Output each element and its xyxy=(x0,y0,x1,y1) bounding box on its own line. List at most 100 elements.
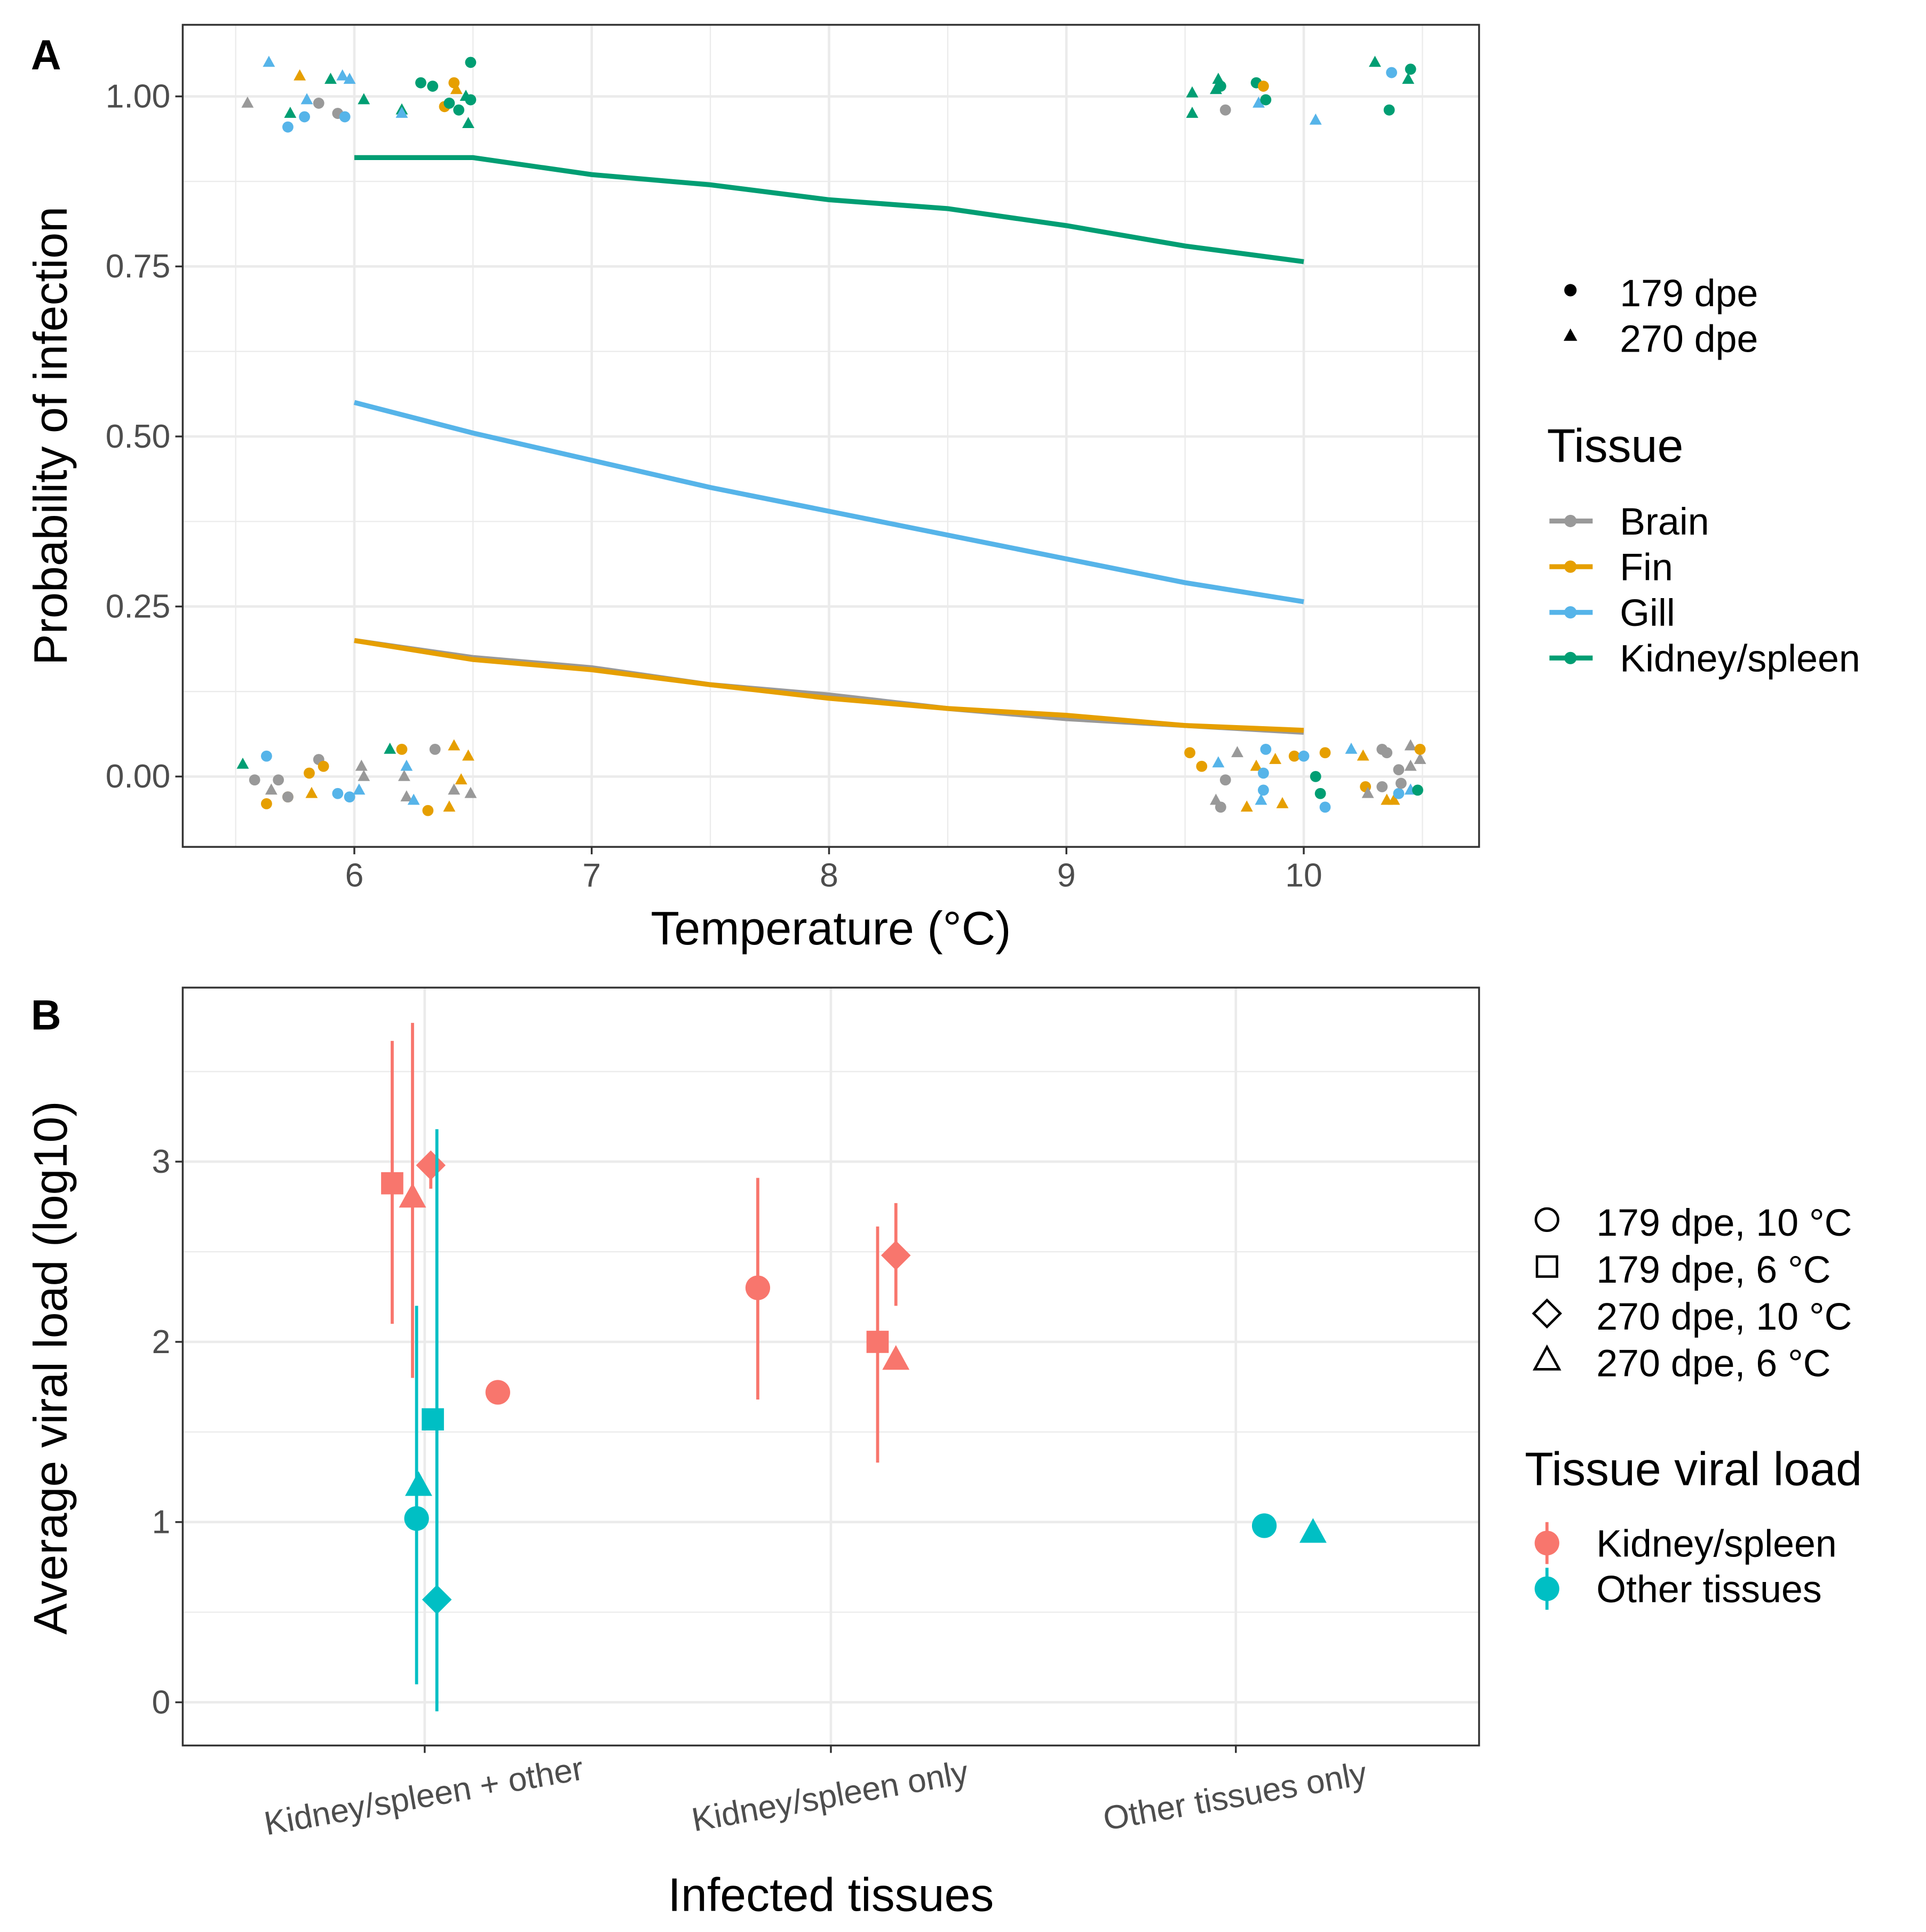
data-point xyxy=(1368,55,1381,67)
legend-key-point xyxy=(1564,651,1577,664)
data-point xyxy=(1250,759,1263,771)
data-point xyxy=(400,759,413,771)
data-point xyxy=(1383,104,1395,116)
data-point xyxy=(282,791,294,803)
data-point xyxy=(1288,750,1300,762)
data-point xyxy=(336,69,349,81)
data-point-circle xyxy=(1251,1513,1277,1538)
data-point xyxy=(249,774,260,786)
data-point xyxy=(465,94,477,106)
data-point xyxy=(1412,784,1423,796)
data-point xyxy=(443,98,455,109)
data-point xyxy=(1345,742,1358,754)
y-tick-label: 1 xyxy=(152,1504,171,1541)
data-point xyxy=(429,743,441,755)
data-point xyxy=(1260,94,1272,106)
panel-label-b: B xyxy=(31,992,61,1039)
legend-key-triangle xyxy=(1532,1344,1562,1371)
data-point xyxy=(400,790,413,801)
data-point xyxy=(343,73,356,84)
data-point xyxy=(464,786,477,798)
data-point xyxy=(1388,793,1400,805)
data-point xyxy=(1257,81,1269,92)
legend-label: 270 dpe xyxy=(1620,318,1758,361)
legend-key-point xyxy=(1534,1576,1559,1601)
legend-key-diamond xyxy=(1532,1298,1563,1329)
data-point-circle xyxy=(485,1380,510,1405)
data-point xyxy=(355,759,368,771)
data-point xyxy=(1393,788,1405,799)
series-line-kidney-spleen xyxy=(354,155,1304,265)
data-point xyxy=(260,798,272,809)
data-point xyxy=(1381,747,1393,759)
data-point xyxy=(1257,767,1269,779)
y-tick-label: 0.25 xyxy=(106,588,171,625)
legend-label: Kidney/spleen xyxy=(1620,638,1860,680)
data-point xyxy=(236,757,249,769)
legend-label: Kidney/spleen xyxy=(1596,1522,1836,1565)
data-point xyxy=(241,96,254,108)
data-point xyxy=(324,73,337,84)
y-tick-label: 0.00 xyxy=(106,758,171,795)
data-point xyxy=(339,111,351,123)
legend-key-point xyxy=(1564,560,1577,573)
data-point xyxy=(1269,753,1282,764)
data-point xyxy=(1231,746,1243,758)
data-point xyxy=(1405,63,1416,75)
legend-label: 179 dpe, 6 °C xyxy=(1596,1249,1830,1291)
legend-label: 179 dpe xyxy=(1620,272,1758,315)
data-point xyxy=(453,104,465,116)
data-point-triangle xyxy=(1299,1518,1327,1543)
panel-a-y-label: Probability of infection xyxy=(24,206,77,665)
data-point-circle xyxy=(745,1275,771,1300)
data-point xyxy=(396,743,408,755)
panel-a-x-label: Temperature (°C) xyxy=(651,902,1011,955)
data-point xyxy=(462,117,474,128)
data-point xyxy=(1186,107,1199,118)
data-point xyxy=(462,749,474,761)
data-point xyxy=(1402,73,1415,84)
legend-key-triangle xyxy=(1563,328,1578,341)
data-point xyxy=(1219,774,1231,786)
data-point xyxy=(1219,104,1231,116)
data-point xyxy=(1404,759,1417,771)
data-point xyxy=(1309,113,1322,125)
data-point xyxy=(313,98,324,109)
data-point xyxy=(358,93,370,105)
data-point xyxy=(448,739,461,751)
series-line-gill xyxy=(353,400,1304,605)
legend-key-circle xyxy=(1534,1207,1559,1233)
data-point xyxy=(1255,793,1267,805)
legend-key-square xyxy=(1535,1255,1558,1278)
legend-label: Fin xyxy=(1620,546,1673,589)
y-tick-label: 2 xyxy=(152,1323,171,1361)
data-point xyxy=(284,107,297,118)
data-point xyxy=(455,773,467,785)
data-point xyxy=(1276,797,1289,808)
data-point xyxy=(1386,67,1397,78)
data-point xyxy=(1357,749,1369,761)
legend-title: Tissue viral load xyxy=(1525,1442,1862,1495)
y-tick-label: 0 xyxy=(152,1683,171,1721)
data-point xyxy=(1257,784,1269,796)
data-point-square xyxy=(381,1172,403,1195)
legend-title: Tissue xyxy=(1547,419,1684,472)
data-point xyxy=(1361,786,1374,798)
data-point xyxy=(1298,750,1310,762)
legend-label: 270 dpe, 10 °C xyxy=(1596,1295,1852,1338)
data-point xyxy=(448,783,461,795)
data-point xyxy=(1184,747,1195,759)
data-point xyxy=(1260,743,1272,755)
y-tick-label: 0.50 xyxy=(106,418,171,455)
data-point xyxy=(427,81,439,92)
legend-key-point xyxy=(1564,606,1577,619)
panel-label-a: A xyxy=(31,31,61,78)
data-point xyxy=(1414,753,1426,764)
data-point xyxy=(1414,743,1426,755)
legend-key-point xyxy=(1564,514,1577,528)
y-tick-label: 1.00 xyxy=(106,77,171,115)
data-point xyxy=(384,742,397,754)
